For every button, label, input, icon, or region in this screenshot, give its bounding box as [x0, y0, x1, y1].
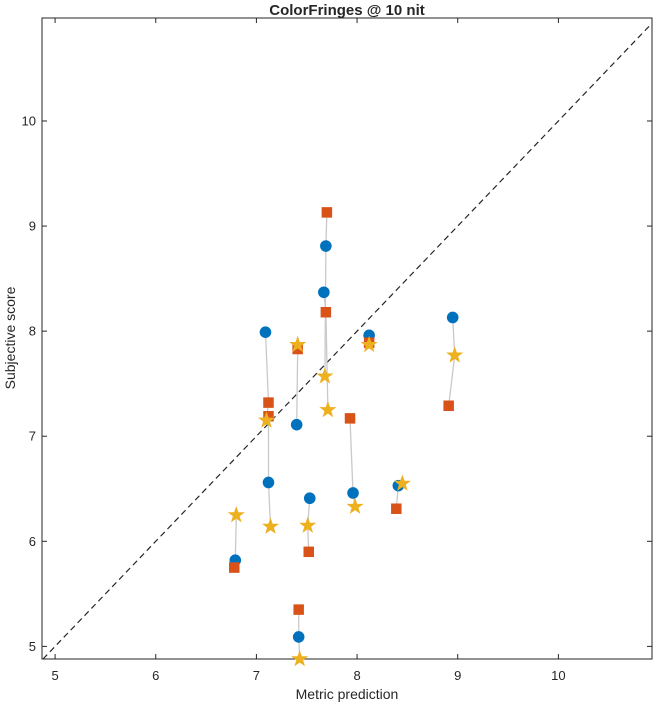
- data-point-square: [344, 413, 356, 424]
- y-tick-label: 6: [29, 534, 36, 549]
- y-tick-label: 9: [29, 219, 36, 234]
- data-point-star: [393, 474, 411, 491]
- data-point-star: [299, 516, 317, 533]
- data-point-star: [346, 497, 364, 514]
- data-point-square: [391, 503, 402, 514]
- data-point-star: [291, 649, 309, 667]
- data-point-square: [320, 306, 332, 318]
- y-tick-label: 7: [29, 429, 36, 444]
- data-point-circle: [292, 631, 305, 643]
- connector-line: [448, 317, 456, 406]
- x-tick-label: 7: [253, 668, 260, 683]
- data-point-star: [446, 346, 464, 363]
- connector-line: [267, 416, 272, 527]
- connector-line: [296, 344, 299, 425]
- data-point-star: [261, 517, 280, 534]
- data-point-circle: [259, 326, 272, 338]
- x-tick-label: 9: [454, 668, 461, 683]
- data-point-circle: [290, 418, 303, 431]
- marker-layer: [227, 207, 464, 667]
- x-axis-label: Metric prediction: [296, 686, 399, 702]
- x-tick-label: 8: [353, 668, 360, 683]
- data-point-star: [360, 335, 378, 353]
- x-tick-label: 5: [51, 668, 58, 683]
- y-tick-label: 10: [22, 113, 36, 128]
- y-axis-label: Subjective score: [2, 286, 18, 389]
- data-point-circle: [446, 311, 459, 324]
- data-point-star: [289, 335, 307, 353]
- data-point-square: [443, 400, 454, 412]
- data-point-star: [319, 400, 337, 418]
- axes-layer: 5 6 7 8 9 10 5 6 7 8 9 10: [22, 17, 653, 683]
- data-point-circle: [318, 286, 330, 299]
- plot-title: ColorFringes @ 10 nit: [269, 2, 424, 19]
- data-point-star: [227, 506, 245, 523]
- identity-line: [42, 22, 653, 660]
- data-point-square: [303, 546, 314, 558]
- data-point-square: [321, 207, 333, 218]
- data-point-star: [257, 411, 276, 428]
- y-tick-label: 8: [29, 324, 36, 339]
- line-layer: [42, 22, 653, 660]
- plot-box: [41, 17, 653, 660]
- data-point-star: [316, 367, 334, 384]
- x-tick-label: 6: [152, 668, 159, 683]
- data-point-circle: [347, 487, 359, 499]
- data-point-circle: [320, 240, 332, 252]
- y-tick-label: 5: [29, 639, 36, 654]
- data-point-square: [263, 397, 274, 408]
- data-point-square: [229, 562, 240, 573]
- x-tick-label: 10: [551, 668, 565, 683]
- data-point-circle: [303, 492, 316, 505]
- data-point-circle: [262, 476, 275, 489]
- data-point-square: [293, 604, 304, 615]
